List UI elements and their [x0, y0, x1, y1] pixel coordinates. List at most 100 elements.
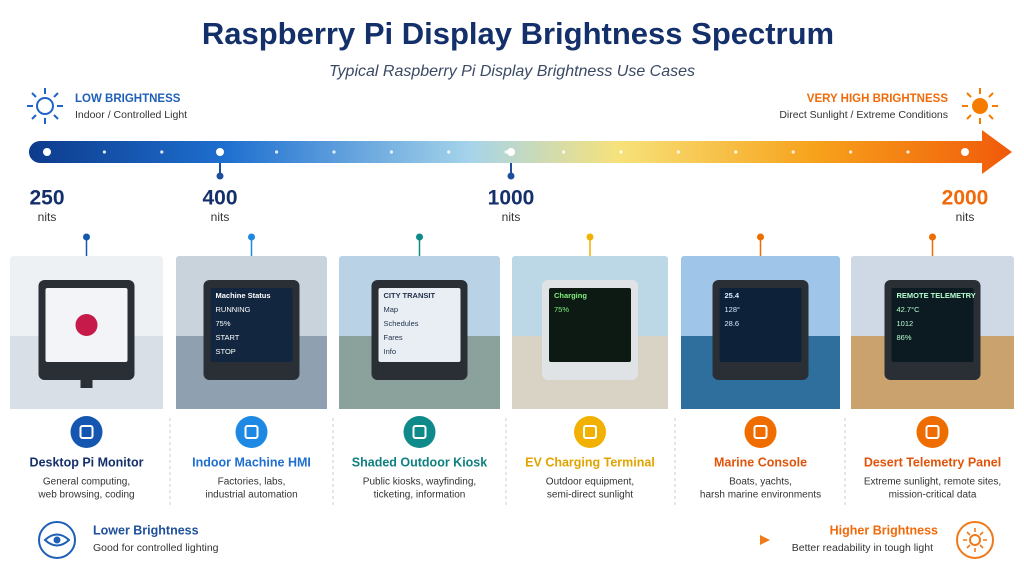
card-title: Shaded Outdoor Kiosk: [352, 455, 487, 469]
tick-unit: nits: [956, 210, 975, 224]
screen-text: Fares: [384, 333, 403, 342]
screen-text: Schedules: [384, 319, 419, 328]
title: Raspberry Pi Display Brightness Spectrum: [202, 16, 834, 51]
screen-text: REMOTE TELEMETRY: [897, 291, 976, 300]
tick-unit: nits: [502, 210, 521, 224]
bar-dot: [275, 150, 279, 154]
card-description: web browsing, coding: [37, 490, 134, 501]
high-label: VERY HIGH BRIGHTNESS: [807, 93, 949, 105]
screen-text: RUNNING: [216, 305, 251, 314]
bar-dot: [447, 150, 451, 154]
pi-logo: [75, 314, 98, 336]
screen-text: 28.6: [725, 319, 740, 328]
bar-dot: [849, 150, 853, 154]
brightness-bar: [29, 130, 1012, 174]
bar-dot: [906, 150, 910, 154]
bar-dot: [102, 150, 106, 154]
tick-stem-dot: [216, 172, 224, 180]
device-screen: [549, 288, 631, 362]
tick-dot: [43, 148, 51, 156]
higher-note: Better readability in tough light: [792, 542, 933, 554]
device-screen: [210, 288, 293, 362]
card-icon: [235, 416, 268, 448]
device-screen: [719, 288, 802, 362]
tick-value: 400: [202, 187, 237, 210]
screen-text: 128°: [725, 305, 741, 314]
card-icon-glyph: [753, 425, 768, 439]
bar-dot: [619, 150, 623, 154]
high-sun-icon: [962, 88, 998, 124]
bar-dot: [332, 150, 336, 154]
tick-value: 2000: [942, 187, 989, 210]
card-description: ticketing, information: [374, 490, 466, 501]
card-icon-glyph: [244, 425, 259, 439]
sun-icon: [956, 521, 994, 559]
screen-text: Machine Status: [216, 291, 271, 300]
screen-text: STOP: [216, 347, 236, 356]
card-title: Desert Telemetry Panel: [864, 455, 1001, 469]
tick-dot: [216, 148, 224, 156]
card-icon: [403, 416, 436, 448]
screen-text: START: [216, 333, 240, 342]
card-icon: [574, 416, 606, 448]
subtitle: Typical Raspberry Pi Display Brightness …: [329, 63, 695, 80]
card-icon: [70, 416, 103, 448]
screen-text: 86%: [897, 333, 912, 342]
low-note: Indoor / Controlled Light: [75, 109, 187, 121]
connector-dot: [83, 233, 90, 241]
device-screen: [378, 288, 461, 362]
lower-label: Lower Brightness: [93, 523, 199, 537]
monitor-stand: [80, 380, 93, 388]
card-description: Extreme sunlight, remote sites,: [864, 477, 1001, 488]
card-description: Public kiosks, wayfinding,: [363, 477, 476, 488]
bar-dot: [504, 150, 508, 154]
bar-dot: [562, 150, 566, 154]
lower-note: Good for controlled lighting: [93, 542, 219, 554]
card-description: industrial automation: [205, 490, 297, 501]
high-note: Direct Sunlight / Extreme Conditions: [779, 109, 948, 121]
card-title: Marine Console: [714, 455, 807, 469]
card-icon: [916, 416, 949, 448]
connector-dot: [416, 233, 423, 241]
card-icon-glyph: [412, 425, 427, 439]
low-label: LOW BRIGHTNESS: [75, 93, 181, 105]
card-description: semi-direct sunlight: [547, 490, 633, 501]
card-icon: [744, 416, 777, 448]
card-title: EV Charging Terminal: [525, 455, 655, 469]
connector-dot: [586, 233, 594, 241]
bar-dot: [676, 150, 681, 154]
bar-dot: [160, 150, 164, 154]
higher-label: Higher Brightness: [830, 523, 938, 537]
screen-text: 75%: [554, 305, 569, 314]
screen-text: Info: [384, 347, 397, 356]
card-description: harsh marine environments: [700, 490, 821, 501]
screen-text: Map: [384, 305, 399, 314]
screen-text: 1012: [897, 319, 914, 328]
connector-dot: [248, 233, 255, 241]
card-description: Boats, yachts,: [729, 477, 792, 488]
tick-value: 1000: [488, 187, 535, 210]
tick-dot: [961, 148, 969, 156]
card-icon-glyph: [925, 425, 940, 439]
connector-dot: [929, 233, 936, 241]
screen-text: 25.4: [725, 291, 740, 300]
tick-unit: nits: [38, 210, 57, 224]
tick-stem-dot: [507, 172, 515, 180]
card-description: General computing,: [43, 477, 130, 488]
device-screen: [891, 288, 974, 362]
connector-dot: [757, 233, 764, 241]
card-title: Indoor Machine HMI: [192, 455, 311, 469]
tick-value: 250: [29, 187, 64, 210]
card-icon-glyph: [79, 425, 94, 439]
card-description: mission-critical data: [889, 490, 977, 501]
card-description: Outdoor equipment,: [546, 477, 634, 488]
tick-unit: nits: [211, 210, 230, 224]
card-title: Desktop Pi Monitor: [30, 455, 144, 469]
card-icon-glyph: [583, 425, 597, 439]
screen-text: 75%: [216, 319, 231, 328]
footer-arrow: [760, 535, 770, 545]
screen-text: Charging: [554, 291, 587, 300]
tick-dot: [507, 148, 515, 156]
